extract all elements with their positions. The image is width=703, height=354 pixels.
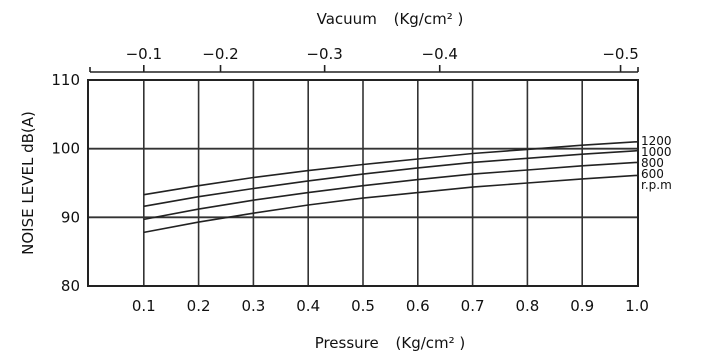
grid xyxy=(88,80,638,286)
series-line-1000 xyxy=(143,149,638,208)
series-lines xyxy=(143,141,638,234)
vacuum-axis: −0.1 −0.2 −0.3 −0.4 −0.5 xyxy=(89,45,639,73)
vacuum-tick-2: −0.3 xyxy=(306,45,342,63)
legend-label-600: 600 xyxy=(641,167,664,181)
noise-tick-3: 110 xyxy=(51,71,80,89)
legend-label-800: 800 xyxy=(641,156,664,170)
vacuum-axis-unit: (Kg/cm² ) xyxy=(394,10,464,28)
pressure-tick-4: 0.5 xyxy=(351,297,375,315)
pressure-tick-labels: 0.1 0.2 0.3 0.4 0.5 0.6 0.7 0.8 0.9 1.0 xyxy=(132,297,649,315)
vacuum-tick-4: −0.5 xyxy=(602,45,638,63)
pressure-tick-3: 0.4 xyxy=(296,297,320,315)
legend-label-1000: 1000 xyxy=(641,145,672,159)
pressure-tick-7: 0.8 xyxy=(515,297,539,315)
plot-frame xyxy=(87,79,639,287)
vacuum-tick-1: −0.2 xyxy=(202,45,238,63)
legend-label-1200: 1200 xyxy=(641,134,672,148)
pressure-tick-0: 0.1 xyxy=(132,297,156,315)
pressure-tick-1: 0.2 xyxy=(187,297,211,315)
vacuum-tick-3: −0.4 xyxy=(422,45,458,63)
noise-tick-0: 80 xyxy=(61,277,80,295)
pressure-axis-unit: (Kg/cm² ) xyxy=(396,334,466,352)
pressure-tick-6: 0.7 xyxy=(461,297,485,315)
noise-tick-labels: 80 90 100 110 xyxy=(51,71,80,295)
pressure-axis-title: Pressure (Kg/cm² ) xyxy=(315,334,466,352)
pressure-tick-9: 1.0 xyxy=(625,297,649,315)
vacuum-axis-label: Vacuum xyxy=(317,10,377,28)
pressure-tick-8: 0.9 xyxy=(570,297,594,315)
pressure-tick-2: 0.3 xyxy=(241,297,265,315)
series-line-1200 xyxy=(143,141,638,196)
pressure-tick-5: 0.6 xyxy=(406,297,430,315)
vacuum-axis-title: Vacuum (Kg/cm² ) xyxy=(317,10,464,28)
series-line-600 xyxy=(143,174,638,234)
series-line-800 xyxy=(143,161,638,221)
noise-tick-2: 100 xyxy=(51,140,80,158)
noise-axis-title: NOISE LEVEL dB(A) xyxy=(19,111,37,255)
legend-rpm-label: r.p.m xyxy=(641,178,672,192)
vacuum-tick-0: −0.1 xyxy=(126,45,162,63)
pressure-axis-label: Pressure xyxy=(315,334,379,352)
noise-tick-1: 90 xyxy=(61,208,80,226)
